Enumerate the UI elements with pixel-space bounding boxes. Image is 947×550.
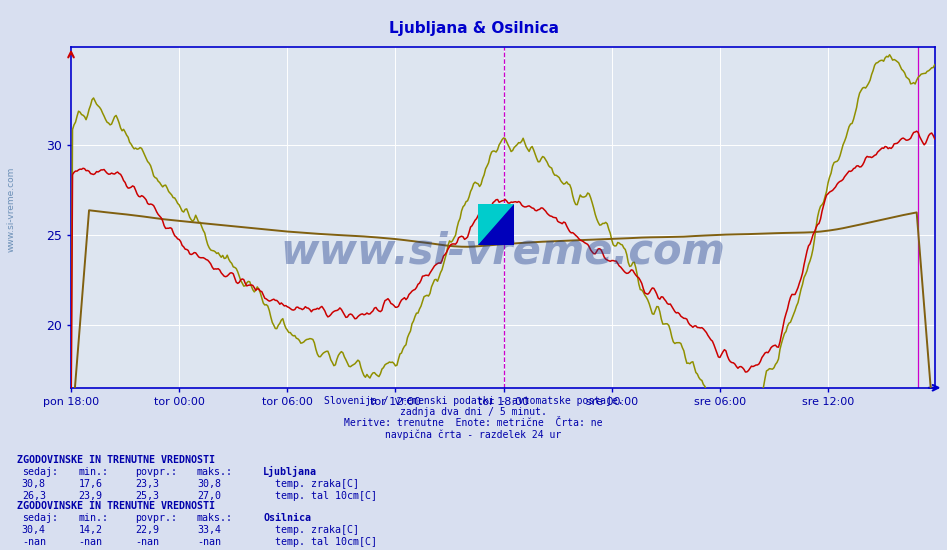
Text: temp. tal 10cm[C]: temp. tal 10cm[C] xyxy=(275,537,377,547)
Text: sedaj:: sedaj: xyxy=(22,467,58,477)
Text: navpična črta - razdelek 24 ur: navpična črta - razdelek 24 ur xyxy=(385,429,562,439)
Text: 25,3: 25,3 xyxy=(135,491,159,502)
Text: zadnja dva dni / 5 minut.: zadnja dva dni / 5 minut. xyxy=(400,407,547,417)
Text: povpr.:: povpr.: xyxy=(135,513,177,523)
Text: 14,2: 14,2 xyxy=(79,525,102,535)
Text: sedaj:: sedaj: xyxy=(22,513,58,523)
Text: maks.:: maks.: xyxy=(197,467,233,477)
Text: Ljubljana: Ljubljana xyxy=(263,466,317,477)
Text: 30,8: 30,8 xyxy=(22,479,45,490)
Text: www.si-vreme.com: www.si-vreme.com xyxy=(280,230,725,272)
Text: maks.:: maks.: xyxy=(197,513,233,523)
Text: povpr.:: povpr.: xyxy=(135,467,177,477)
Text: temp. zraka[C]: temp. zraka[C] xyxy=(275,525,359,535)
Text: temp. zraka[C]: temp. zraka[C] xyxy=(275,479,359,490)
Text: 22,9: 22,9 xyxy=(135,525,159,535)
Text: -nan: -nan xyxy=(22,537,45,547)
Text: 30,4: 30,4 xyxy=(22,525,45,535)
Text: Slovenija / vremenski podatki - avtomatske postaje.: Slovenija / vremenski podatki - avtomats… xyxy=(324,396,623,406)
Polygon shape xyxy=(478,204,514,245)
Text: Meritve: trenutne  Enote: metrične  Črta: ne: Meritve: trenutne Enote: metrične Črta: … xyxy=(345,418,602,428)
Text: min.:: min.: xyxy=(79,467,109,477)
Text: Ljubljana & Osilnica: Ljubljana & Osilnica xyxy=(388,21,559,36)
Text: 26,3: 26,3 xyxy=(22,491,45,502)
Text: ZGODOVINSKE IN TRENUTNE VREDNOSTI: ZGODOVINSKE IN TRENUTNE VREDNOSTI xyxy=(17,500,215,511)
Polygon shape xyxy=(478,204,514,245)
Text: min.:: min.: xyxy=(79,513,109,523)
Text: 23,3: 23,3 xyxy=(135,479,159,490)
Text: 27,0: 27,0 xyxy=(197,491,221,502)
Text: Osilnica: Osilnica xyxy=(263,513,312,523)
Text: 30,8: 30,8 xyxy=(197,479,221,490)
Text: 17,6: 17,6 xyxy=(79,479,102,490)
Text: -nan: -nan xyxy=(197,537,221,547)
Text: 23,9: 23,9 xyxy=(79,491,102,502)
Text: -nan: -nan xyxy=(135,537,159,547)
Text: 33,4: 33,4 xyxy=(197,525,221,535)
Text: www.si-vreme.com: www.si-vreme.com xyxy=(7,166,16,252)
Text: -nan: -nan xyxy=(79,537,102,547)
Text: ZGODOVINSKE IN TRENUTNE VREDNOSTI: ZGODOVINSKE IN TRENUTNE VREDNOSTI xyxy=(17,455,215,465)
Text: temp. tal 10cm[C]: temp. tal 10cm[C] xyxy=(275,491,377,502)
